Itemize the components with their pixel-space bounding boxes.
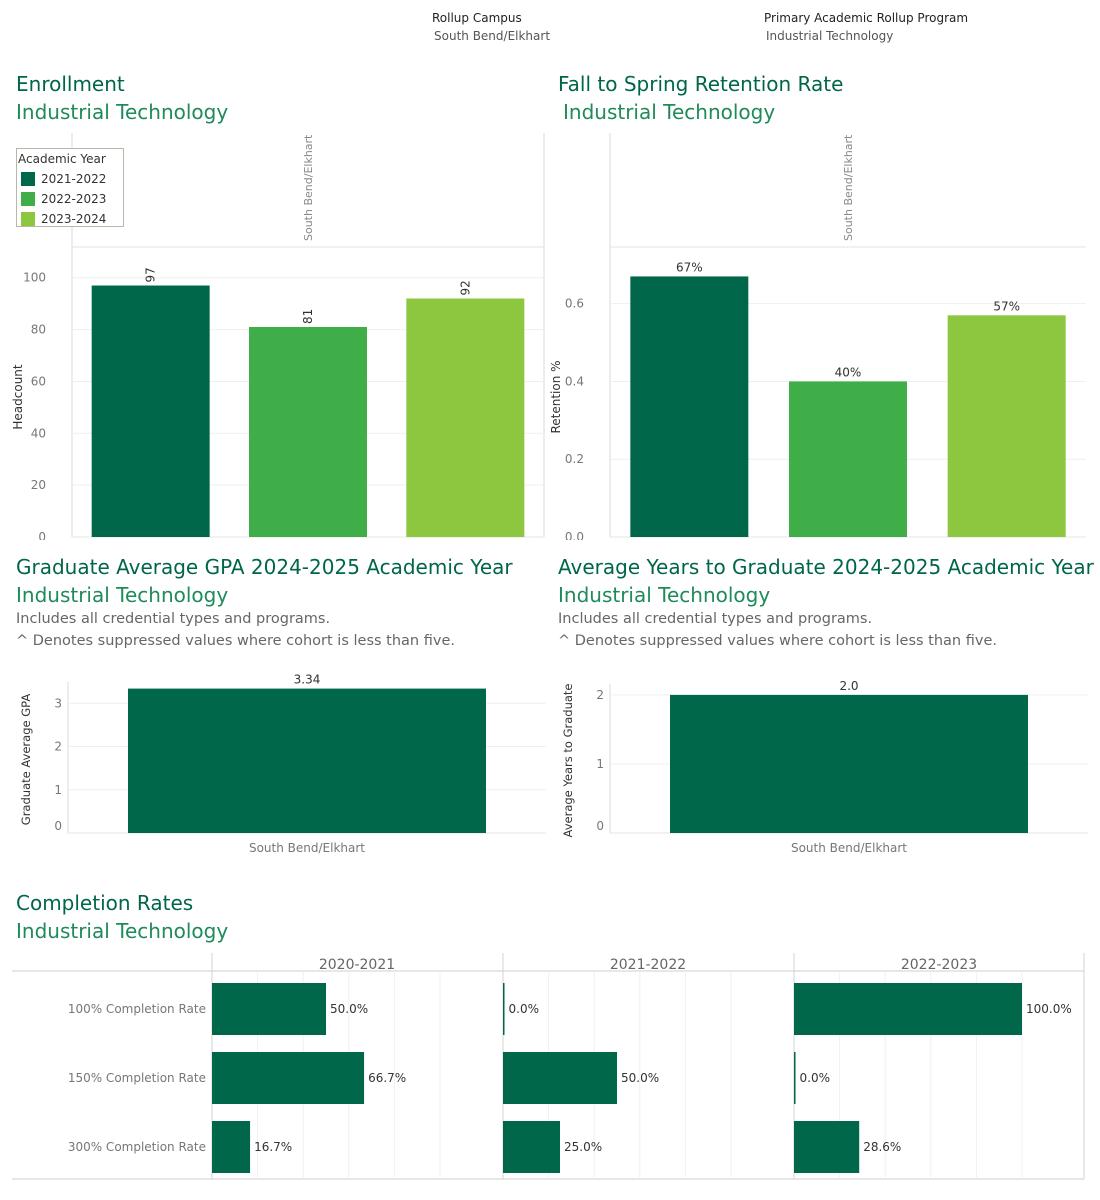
bar bbox=[630, 276, 749, 537]
retention-subtitle: Industrial Technology bbox=[563, 100, 776, 124]
column-header: South Bend/Elkhart bbox=[842, 134, 855, 241]
legend-swatch bbox=[21, 172, 35, 186]
y-tick-label: 2 bbox=[54, 740, 62, 754]
panel-header: 2021-2022 bbox=[610, 957, 686, 973]
data-label: 81 bbox=[301, 309, 315, 324]
data-label: 28.6% bbox=[863, 1140, 901, 1154]
bar bbox=[947, 315, 1066, 537]
legend-title: Academic Year bbox=[18, 152, 106, 166]
bar bbox=[503, 1121, 560, 1173]
data-label: 0.0% bbox=[509, 1002, 540, 1016]
completion-chart: 2020-2021 50.0% 66.7% 16.7% 2021-2022 0.0% 50.… bbox=[12, 953, 1085, 1180]
completion-title: Completion Rates bbox=[16, 891, 194, 915]
bar bbox=[794, 1121, 860, 1173]
y-tick-label: 0.4 bbox=[565, 374, 584, 388]
data-label: 25.0% bbox=[564, 1140, 602, 1154]
bar bbox=[670, 694, 1028, 833]
legend-swatch bbox=[21, 192, 35, 206]
y-tick-label: 0.6 bbox=[565, 297, 584, 311]
y-axis-label: Average Years to Graduate bbox=[561, 684, 575, 838]
bar bbox=[406, 298, 525, 537]
bar bbox=[794, 1052, 796, 1104]
panel-header: 2022-2023 bbox=[901, 957, 977, 973]
data-label: 66.7% bbox=[368, 1071, 406, 1085]
data-label: 92 bbox=[458, 280, 472, 295]
legend-label: 2021-2022 bbox=[41, 172, 107, 186]
enrollment-subtitle: Industrial Technology bbox=[16, 100, 229, 124]
years-note-suppressed: ^ Denotes suppressed values where cohort… bbox=[558, 633, 997, 649]
retention-chart: South Bend/Elkhart 0.0 0.2 0.4 0.6 Retention … bbox=[550, 133, 1086, 540]
data-label: 0.0% bbox=[800, 1071, 831, 1085]
y-tick-label: 1 bbox=[596, 757, 604, 771]
years-chart: 0 1 2 Average Years to Graduate 2.0 South Ben… bbox=[561, 679, 1088, 855]
gpa-note-credentials: Includes all credential types and progra… bbox=[16, 611, 331, 627]
enrollment-chart: South Bend/Elkhart 0 20 40 60 80 100 Headcount 9… bbox=[11, 133, 545, 540]
row-label: 150% Completion Rate bbox=[68, 1071, 206, 1085]
y-tick-label: 100 bbox=[23, 271, 46, 285]
y-tick-label: 1 bbox=[54, 783, 62, 797]
y-axis-label: Retention % bbox=[550, 360, 563, 433]
y-tick-label: 3 bbox=[54, 696, 62, 710]
data-label: 67% bbox=[676, 260, 703, 274]
y-tick-label: 2 bbox=[596, 688, 604, 702]
bar bbox=[794, 983, 1022, 1035]
legend-label: 2023-2024 bbox=[41, 212, 107, 226]
bar bbox=[212, 983, 326, 1035]
data-label: 3.34 bbox=[294, 673, 321, 687]
years-note-credentials: Includes all credential types and progra… bbox=[558, 611, 873, 627]
legend-item[interactable]: 2022-2023 bbox=[17, 189, 123, 209]
program-filter-label: Primary Academic Rollup Program bbox=[764, 11, 969, 25]
data-label: 50.0% bbox=[330, 1002, 368, 1016]
campus-filter-value[interactable]: South Bend/Elkhart bbox=[434, 29, 551, 43]
y-tick-label: 0.2 bbox=[565, 452, 584, 466]
years-subtitle: Industrial Technology bbox=[558, 583, 771, 607]
completion-subtitle: Industrial Technology bbox=[16, 919, 229, 943]
x-category-label: South Bend/Elkhart bbox=[249, 841, 365, 855]
enrollment-title: Enrollment bbox=[16, 72, 125, 96]
y-axis-label: Graduate Average GPA bbox=[19, 694, 33, 826]
program-filter-value[interactable]: Industrial Technology bbox=[766, 29, 894, 43]
bar bbox=[249, 327, 367, 537]
y-tick-label: 20 bbox=[31, 478, 46, 492]
gpa-chart: 0 1 2 3 Graduate Average GPA 3.34 South Bend/E… bbox=[19, 673, 546, 855]
data-label: 57% bbox=[993, 299, 1020, 313]
legend-item[interactable]: 2023-2024 bbox=[17, 209, 123, 229]
y-tick-label: 80 bbox=[31, 323, 46, 337]
campus-filter-label: Rollup Campus bbox=[432, 11, 522, 25]
y-tick-label: 60 bbox=[31, 374, 46, 388]
gpa-title: Graduate Average GPA 2024-2025 Academic … bbox=[16, 555, 513, 579]
gpa-subtitle: Industrial Technology bbox=[16, 583, 229, 607]
data-label: 16.7% bbox=[254, 1140, 292, 1154]
y-tick-label: 0 bbox=[54, 819, 62, 833]
row-label: 100% Completion Rate bbox=[68, 1002, 206, 1016]
bar bbox=[91, 285, 210, 537]
data-label: 50.0% bbox=[621, 1071, 659, 1085]
enrollment-legend: Academic Year 2021-2022 2022-2023 2023-2… bbox=[16, 148, 124, 227]
bar bbox=[212, 1121, 251, 1173]
bar bbox=[128, 688, 486, 833]
x-category-label: South Bend/Elkhart bbox=[791, 841, 907, 855]
bar bbox=[789, 381, 907, 537]
legend-item[interactable]: 2021-2022 bbox=[17, 169, 123, 189]
y-tick-label: 0.0 bbox=[565, 530, 584, 540]
legend-label: 2022-2023 bbox=[41, 192, 107, 206]
y-tick-label: 0 bbox=[38, 530, 46, 540]
row-label: 300% Completion Rate bbox=[68, 1140, 206, 1154]
bar bbox=[503, 983, 505, 1035]
data-label: 40% bbox=[835, 365, 862, 379]
bar bbox=[212, 1052, 365, 1104]
retention-title: Fall to Spring Retention Rate bbox=[558, 72, 844, 96]
years-title: Average Years to Graduate 2024-2025 Acad… bbox=[558, 555, 1094, 579]
legend-swatch bbox=[21, 212, 35, 226]
bar bbox=[503, 1052, 617, 1104]
data-label: 100.0% bbox=[1026, 1002, 1072, 1016]
y-axis-label: Headcount bbox=[11, 364, 25, 430]
y-tick-label: 40 bbox=[31, 426, 46, 440]
column-header: South Bend/Elkhart bbox=[302, 134, 315, 241]
data-label: 2.0 bbox=[839, 679, 858, 693]
gpa-note-suppressed: ^ Denotes suppressed values where cohort… bbox=[16, 633, 455, 649]
data-label: 97 bbox=[144, 267, 158, 282]
y-tick-label: 0 bbox=[596, 819, 604, 833]
panel-header: 2020-2021 bbox=[319, 957, 395, 973]
